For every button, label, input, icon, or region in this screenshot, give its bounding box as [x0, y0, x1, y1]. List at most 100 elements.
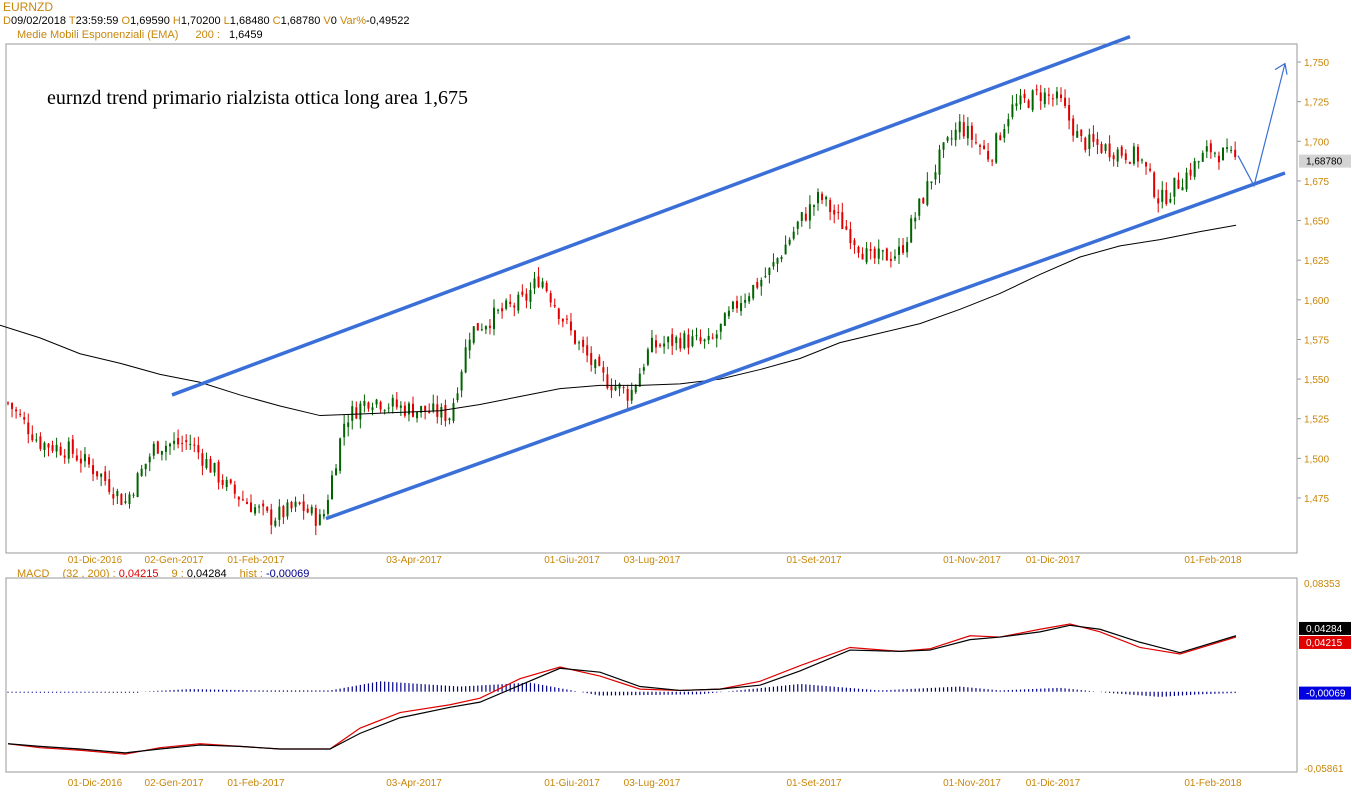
candle-body [1173, 177, 1176, 197]
candle-body [521, 291, 524, 295]
candle-body [979, 145, 981, 147]
candle-body [347, 422, 350, 427]
candle-body [578, 342, 581, 344]
candle-body [784, 244, 787, 255]
candle-body [444, 405, 447, 421]
candle-body [1145, 162, 1148, 167]
candle-body [800, 212, 803, 221]
candle-body [221, 479, 224, 486]
volume-value: 0 [330, 15, 337, 27]
candle-body [914, 217, 917, 222]
candle-body [298, 502, 301, 505]
candle-body [233, 484, 236, 494]
candle-body [152, 443, 155, 456]
candle-body [310, 507, 313, 514]
candle-body [598, 356, 601, 366]
candle-body [950, 138, 953, 140]
candle-body [788, 239, 791, 245]
candle-body [995, 133, 998, 163]
annotation-text: eurnzd trend primario rialzista ottica l… [47, 87, 468, 109]
candle-body [776, 258, 779, 264]
candle-body [1116, 149, 1119, 162]
candle-body [1124, 153, 1127, 160]
axes-group: 1,750 1,725 1,700 1,675 1,650 1,625 1,600 1,575… [68, 58, 1330, 789]
candle-body [966, 125, 969, 139]
candle-body [31, 434, 34, 441]
channel-upper-line [171, 34, 1131, 397]
candle-body [314, 507, 317, 526]
candle-body [586, 345, 589, 356]
candle-body [420, 406, 423, 413]
macd-value-label: 0,04284 [1306, 624, 1343, 635]
candle-body [707, 335, 710, 341]
candle-body [472, 326, 475, 343]
hist-label: hist : [239, 568, 263, 580]
candle-body [241, 499, 244, 501]
candle-body [1076, 131, 1079, 138]
candle-body [614, 386, 617, 391]
candle-body [464, 347, 467, 373]
candle-body [991, 160, 994, 162]
candle-body [699, 337, 702, 342]
x-tick-label: 03-Apr-2017 [386, 555, 442, 566]
candle-body [15, 409, 18, 412]
x-tick-label: 01-Nov-2017 [943, 555, 1001, 566]
candle-body [128, 494, 131, 505]
candle-body [375, 399, 378, 405]
macd-value-label: 0,04215 [1306, 638, 1343, 649]
d-label: D [3, 15, 11, 27]
candle-body [359, 403, 362, 420]
candle-body [181, 443, 184, 445]
date-value: 09/02/2018 [10, 15, 67, 27]
candle-body [399, 405, 402, 408]
candle-body [432, 403, 435, 412]
candle-body [278, 506, 281, 520]
candle-body [488, 325, 491, 328]
x-tick-label: 02-Gen-2017 [145, 555, 204, 566]
candle-body [185, 440, 188, 442]
x-tick-label: 01-Set-2017 [786, 778, 841, 789]
candle-body [529, 290, 532, 302]
candle-body [201, 453, 204, 466]
candle-body [294, 501, 297, 507]
candle-body [594, 359, 597, 369]
candle-body [1193, 161, 1196, 177]
candle-body [723, 313, 726, 326]
candle-body [731, 301, 734, 310]
candle-body [1068, 105, 1071, 121]
candle-body [274, 520, 277, 526]
candle-body [922, 198, 925, 204]
candle-body [88, 457, 90, 465]
candle-body [351, 406, 354, 421]
candle-body [695, 335, 698, 337]
candle-body [561, 318, 564, 322]
candle-body [999, 135, 1002, 141]
candle-body [164, 445, 167, 452]
candle-body [877, 248, 880, 259]
candle-body [1104, 144, 1107, 151]
candle-body [229, 479, 232, 484]
x-tick-label: 01-Feb-2017 [227, 555, 285, 566]
candle-body [817, 192, 819, 204]
candle-body [930, 181, 933, 183]
candle-body [744, 299, 747, 303]
candle-body [642, 367, 645, 371]
candle-body [541, 281, 544, 288]
projection-arrow-line [1237, 63, 1286, 188]
y-tick-label: 1,750 [1304, 58, 1329, 69]
last-price-label: 1,68780 [1306, 157, 1343, 168]
time-value: 23:59:59 [75, 15, 119, 27]
candle-body [83, 454, 86, 462]
low-value: 1,68480 [229, 15, 270, 27]
candle-body [136, 473, 139, 498]
candle-body [144, 463, 147, 470]
candle-body [1080, 129, 1083, 136]
x-tick-label: 01-Giu-2017 [544, 555, 600, 566]
candle-body [407, 403, 410, 415]
y-tick-label: 1,600 [1304, 296, 1329, 307]
y-tick-label: 1,700 [1304, 137, 1329, 148]
candle-body [501, 308, 504, 312]
candle-body [918, 198, 921, 216]
candle-body [715, 334, 718, 339]
